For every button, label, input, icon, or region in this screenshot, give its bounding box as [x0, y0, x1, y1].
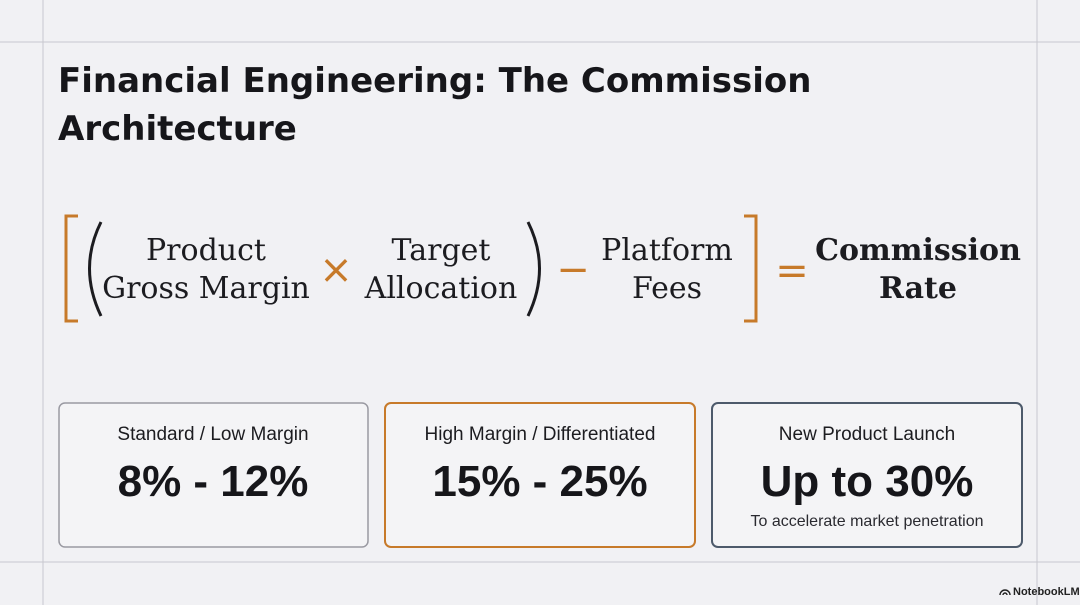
card-note: To accelerate market penetration — [750, 513, 983, 530]
formula-term: Platform — [601, 233, 733, 268]
operator: = — [775, 248, 809, 294]
card-value: Up to 30% — [761, 457, 974, 506]
title-line: Financial Engineering: The Commission — [58, 61, 811, 101]
formula-result: Commission — [815, 233, 1021, 268]
brand-icon — [999, 589, 1011, 596]
card-label: New Product Launch — [779, 424, 955, 445]
formula-term: Product — [146, 233, 266, 268]
card-label: Standard / Low Margin — [117, 424, 308, 445]
right-paren — [526, 221, 541, 317]
formula-term: Allocation — [364, 271, 518, 306]
card — [58, 402, 369, 548]
card-label: High Margin / Differentiated — [425, 424, 656, 445]
title-line: Architecture — [58, 109, 297, 149]
formula-term: Fees — [632, 271, 702, 306]
operator: × — [319, 247, 353, 293]
right-bracket — [744, 214, 758, 323]
operator: − — [556, 247, 590, 293]
left-bracket — [64, 214, 78, 323]
formula-result: Rate — [879, 271, 957, 306]
card — [384, 402, 696, 548]
formula-term: Gross Margin — [102, 271, 310, 306]
card-value: 15% - 25% — [432, 457, 647, 506]
card — [711, 402, 1023, 548]
left-paren — [88, 221, 103, 317]
formula-term: Target — [392, 233, 491, 268]
brand: NotebookLM — [1013, 586, 1080, 598]
card-value: 8% - 12% — [118, 457, 309, 506]
